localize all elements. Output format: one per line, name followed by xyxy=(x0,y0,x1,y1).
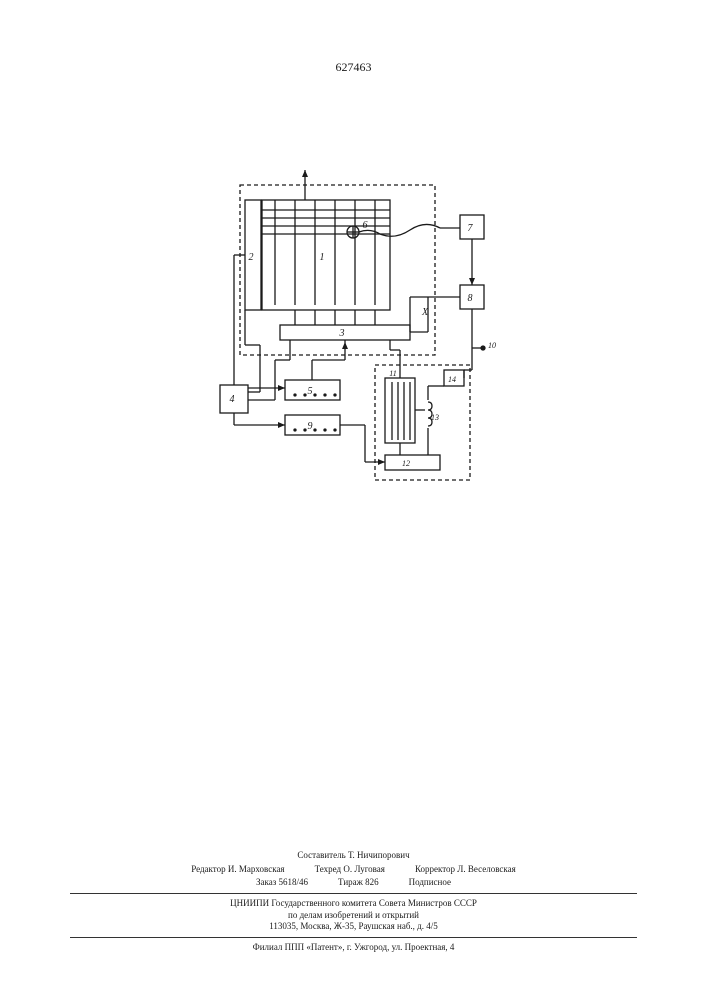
techred: Техред О. Луговая xyxy=(315,864,385,876)
svg-text:3: 3 xyxy=(339,328,345,339)
diagram-svg: 213X6781014459121113 xyxy=(200,170,510,530)
svg-text:11: 11 xyxy=(389,369,396,378)
svg-text:9: 9 xyxy=(308,421,313,432)
svg-text:4: 4 xyxy=(230,394,235,405)
svg-text:5: 5 xyxy=(308,386,313,397)
tirazh: Тираж 826 xyxy=(338,877,379,889)
address1: 113035, Москва, Ж-35, Раушская наб., д. … xyxy=(0,921,707,933)
svg-text:13: 13 xyxy=(431,413,439,422)
page-number: 627463 xyxy=(336,60,372,75)
svg-text:6: 6 xyxy=(363,220,368,231)
footer-block: Составитель Т. Ничипорович Редактор И. М… xyxy=(0,850,707,954)
divider xyxy=(70,937,637,938)
svg-text:10: 10 xyxy=(488,341,496,350)
org1: ЦНИИПИ Государственного комитета Совета … xyxy=(0,898,707,910)
svg-text:1: 1 xyxy=(320,252,325,263)
svg-text:8: 8 xyxy=(468,293,473,304)
svg-text:2: 2 xyxy=(249,252,254,263)
divider xyxy=(70,893,637,894)
order: Заказ 5618/46 xyxy=(256,877,308,889)
corrector: Корректор Л. Веселовская xyxy=(415,864,516,876)
svg-text:7: 7 xyxy=(468,223,474,234)
compiler: Составитель Т. Ничипорович xyxy=(297,850,409,862)
editor: Редактор И. Марховская xyxy=(191,864,284,876)
circuit-diagram: 213X6781014459121113 xyxy=(200,170,510,530)
svg-text:12: 12 xyxy=(402,459,410,468)
org2: по делам изобретений и открытий xyxy=(0,910,707,922)
svg-text:14: 14 xyxy=(448,375,456,384)
address2: Филиал ППП «Патент», г. Ужгород, ул. Про… xyxy=(0,942,707,954)
subscription: Подписное xyxy=(409,877,451,889)
